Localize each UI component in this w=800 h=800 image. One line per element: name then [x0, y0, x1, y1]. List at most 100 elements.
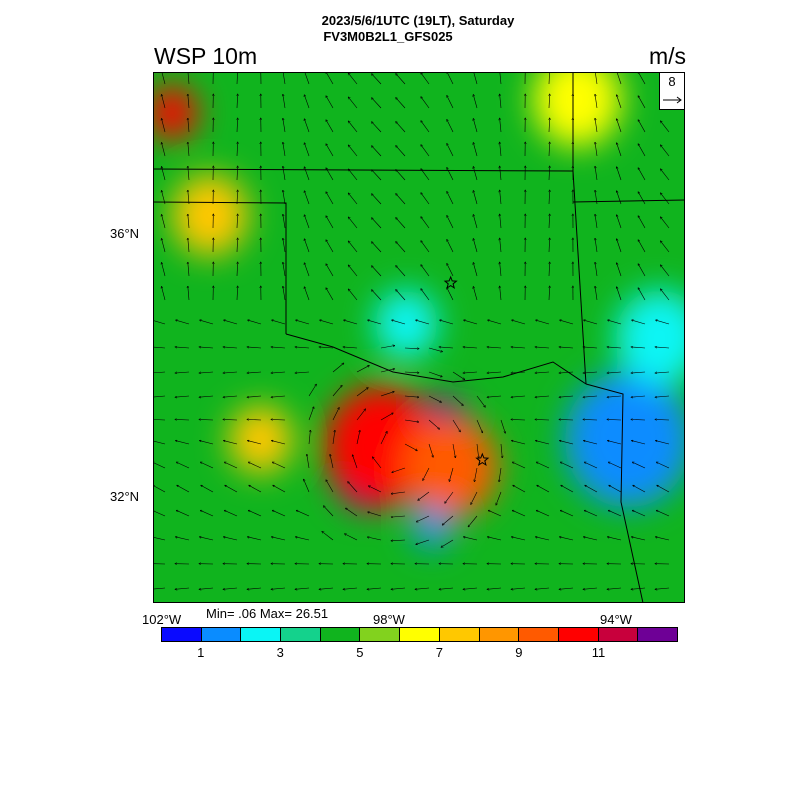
wind-vector-arrow — [476, 395, 485, 407]
wind-vector-arrow — [223, 441, 238, 445]
wind-vector-arrow — [595, 214, 598, 229]
lon-label-98w: 98°W — [373, 612, 405, 627]
lon-label-102w: 102°W — [142, 612, 182, 627]
wind-vector-arrow — [631, 441, 646, 445]
wind-vector-arrow — [326, 240, 334, 253]
wind-vector-arrow — [608, 320, 622, 325]
wind-vectors — [153, 72, 670, 589]
map-title-model: FV3M0B2L1_GFS025 — [323, 29, 453, 44]
wind-vector-arrow — [487, 537, 502, 541]
colorbar-label: 3 — [276, 645, 284, 660]
wind-vector-arrow — [161, 262, 166, 277]
wind-speed-patch — [172, 174, 248, 256]
wind-vector-arrow — [638, 72, 646, 85]
wind-vector-arrow — [392, 467, 406, 472]
wind-vector-arrow — [559, 441, 574, 445]
wind-vector-arrow — [500, 94, 502, 109]
wind-vector-arrow — [161, 238, 166, 253]
wind-vector-arrow — [356, 409, 366, 421]
wind-vector-arrow — [500, 443, 502, 458]
wind-vector-arrow — [617, 287, 622, 301]
wind-vector-arrow — [372, 146, 382, 157]
wind-vector-arrow — [372, 98, 382, 109]
wind-vector-arrow — [607, 347, 622, 349]
wind-vector-arrow — [655, 419, 670, 420]
wind-vector-arrow — [583, 395, 598, 397]
wind-vector-arrow — [447, 263, 454, 277]
wind-vector-arrow — [175, 419, 190, 420]
wind-vector-arrow — [271, 419, 286, 420]
wind-vector-arrow — [248, 462, 262, 469]
wind-vector-arrow — [283, 166, 286, 181]
wind-vector-arrow — [368, 320, 382, 325]
wind-vector-arrow — [380, 413, 393, 421]
wind-vector-arrow — [199, 372, 214, 373]
wind-vector-arrow — [452, 371, 465, 380]
wind-speed-patch — [564, 371, 685, 508]
wind-vector-arrow — [584, 462, 598, 469]
wind-vector-arrow — [421, 265, 430, 277]
wind-vector-arrow — [237, 238, 238, 253]
wind-vector-arrow — [631, 347, 646, 349]
wind-vector-arrow — [463, 372, 478, 373]
wind-vector-arrow — [295, 347, 310, 349]
wind-vector-arrow — [660, 241, 670, 253]
red-river-border — [285, 333, 587, 385]
wind-vector-arrow — [348, 482, 358, 493]
wind-vector-arrow — [326, 264, 334, 277]
wind-vector-arrow — [319, 347, 334, 349]
wind-vector-arrow — [511, 347, 526, 349]
wind-vector-arrow — [372, 122, 382, 133]
wind-vector-arrow — [199, 441, 214, 445]
wind-vector-arrow — [471, 491, 478, 505]
wind-vector-arrow — [447, 239, 454, 253]
field-label: WSP 10m — [154, 43, 258, 69]
station-star-icon — [443, 275, 458, 290]
wind-vector-arrow — [188, 94, 190, 109]
units-label: m/s — [648, 43, 686, 69]
wind-vector-arrow — [487, 372, 502, 373]
wind-vector-arrow — [607, 441, 622, 445]
wind-vector-arrow — [421, 73, 430, 85]
wind-vector-arrow — [223, 537, 238, 541]
wind-vector-arrow — [368, 486, 382, 493]
wind-vector-arrow — [638, 192, 646, 205]
wind-vector-arrow — [348, 169, 358, 181]
wind-vector-arrow — [549, 94, 550, 109]
wind-vector-arrow — [271, 537, 286, 541]
wind-vector-arrow — [272, 510, 286, 517]
wind-vector-arrow — [512, 510, 526, 517]
wind-vector-arrow — [560, 462, 574, 469]
wind-vector-arrow — [421, 121, 430, 133]
wind-vector-arrow — [638, 96, 646, 109]
wind-vector-arrow — [549, 286, 550, 301]
wind-vector-arrow — [308, 384, 316, 397]
wind-vector-arrow — [655, 372, 670, 373]
wind-vector-arrow — [595, 166, 598, 181]
wind-vector-arrow — [271, 441, 286, 445]
wind-vector-arrow — [283, 142, 286, 157]
texas-louisiana-border — [585, 383, 644, 603]
wind-vector-arrow — [188, 286, 190, 301]
wind-vector-arrow — [500, 214, 502, 229]
wind-vector-arrow — [511, 587, 526, 589]
wind-vector-arrow — [348, 73, 358, 85]
wind-vector-arrow — [396, 170, 406, 181]
wind-vector-arrow — [396, 74, 406, 85]
wind-vector-arrow — [404, 372, 419, 373]
wind-vector-arrow — [473, 263, 478, 277]
wind-vector-arrow — [473, 191, 478, 205]
wind-vector-arrow — [345, 508, 358, 517]
wind-vector-arrow — [372, 218, 382, 229]
lon-label-94w: 94°W — [600, 612, 632, 627]
wind-vector-arrow — [380, 346, 395, 349]
wind-vector-arrow — [272, 462, 286, 469]
wind-vector-arrow — [595, 190, 598, 205]
wind-vector-arrow — [473, 287, 478, 301]
wind-vector-arrow — [537, 485, 550, 493]
wind-vector-arrow — [320, 320, 334, 325]
wind-vector-arrow — [308, 407, 314, 421]
wind-vector-arrow — [283, 286, 286, 301]
wind-vector-arrow — [283, 190, 286, 205]
wind-vector-arrow — [421, 217, 430, 229]
